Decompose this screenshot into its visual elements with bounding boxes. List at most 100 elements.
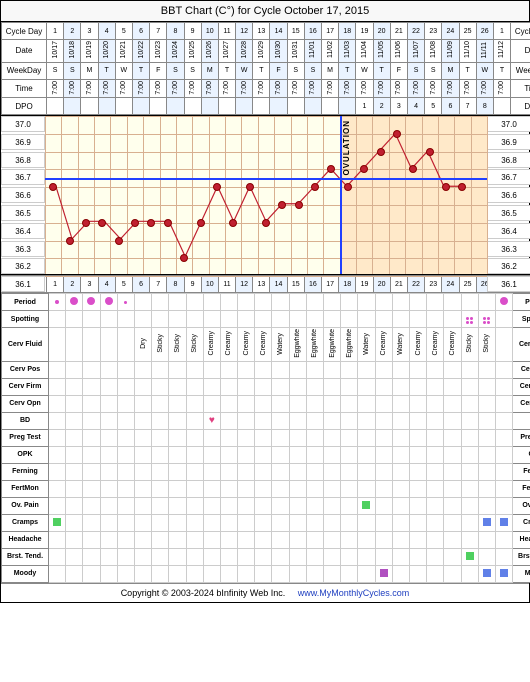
grid-cell: [152, 429, 169, 446]
grid-cell: [272, 361, 289, 378]
hdr-cell: T: [253, 62, 270, 79]
blue-square-icon: [500, 518, 508, 526]
grid-cell: [255, 565, 272, 582]
grid-cell: [66, 294, 83, 311]
site-link[interactable]: www.MyMonthlyCycles.com: [298, 588, 410, 598]
grid-cell: [358, 446, 375, 463]
grid-cell: [289, 429, 306, 446]
hdr-cell: 25: [459, 276, 476, 293]
grid-cell: [358, 378, 375, 395]
time-cell: 7:00: [407, 79, 424, 98]
hdr-cell: 10/21: [115, 40, 132, 63]
grid-cell: [392, 531, 409, 548]
hdr-cell: S: [287, 62, 304, 79]
grid-cell: [478, 294, 495, 311]
grid-cell: [100, 548, 117, 565]
grid-cell: [392, 480, 409, 497]
grid-cell: [186, 446, 203, 463]
grid-cell: [134, 548, 151, 565]
hdr-cell: 11/08: [425, 40, 442, 63]
grid-cell: [392, 446, 409, 463]
temp-point: [66, 237, 74, 245]
hdr-cell: 1: [47, 276, 64, 293]
grid-cell: [324, 361, 341, 378]
grid-cell: [169, 531, 186, 548]
grid-cell: [375, 294, 392, 311]
temp-point: [278, 201, 286, 209]
grid-cell: [306, 497, 323, 514]
grid-cell: [220, 531, 237, 548]
hdr-cell: [253, 98, 270, 115]
temp-point: [426, 148, 434, 156]
hdr-cell: 11: [218, 23, 235, 40]
grid-cell: [358, 311, 375, 328]
grid-cell: [203, 480, 220, 497]
grid-cell: [324, 429, 341, 446]
hdr-cell: T: [459, 62, 476, 79]
grid-cell: [444, 361, 461, 378]
grid-cell: [152, 480, 169, 497]
hdr-cell: 1: [493, 23, 510, 40]
grid-cell: [272, 446, 289, 463]
grid-cell: [100, 395, 117, 412]
grid-cell: [66, 463, 83, 480]
grid-cell: [495, 412, 512, 429]
grid-cell: [341, 446, 358, 463]
row-label-r: Cerv Pos: [513, 361, 530, 378]
hdr-cell: [201, 98, 218, 115]
grid-cell: [83, 497, 100, 514]
grid-cell: [289, 565, 306, 582]
hdr-cell: 11: [218, 276, 235, 293]
grid-cell: [49, 531, 66, 548]
grid-cell: [306, 361, 323, 378]
grid-cell: [49, 361, 66, 378]
grid-cell: [341, 463, 358, 480]
grid-cell: [272, 480, 289, 497]
hdr-cell: 10/22: [132, 40, 149, 63]
grid-cell: [341, 531, 358, 548]
hdr-cell: 17: [322, 23, 339, 40]
hdr-cell: 14: [270, 23, 287, 40]
grid-cell: [495, 429, 512, 446]
grid-cell: [117, 565, 134, 582]
hdr-cell: [304, 98, 321, 115]
hdr-cell: 22: [407, 23, 424, 40]
grid-cell: [478, 548, 495, 565]
hdr-cell: T: [218, 62, 235, 79]
grid-cell: [186, 429, 203, 446]
temp-point: [295, 201, 303, 209]
grid-cell: [444, 395, 461, 412]
grid-cell: [375, 429, 392, 446]
hdr-cell: 5: [115, 23, 132, 40]
grid-cell: [392, 412, 409, 429]
time-cell: 7:00: [390, 79, 407, 98]
temp-point: [458, 183, 466, 191]
time-cell: 7:00: [47, 79, 64, 98]
grid-cell: [427, 548, 444, 565]
grid-cell: [203, 548, 220, 565]
hdr-cell: [81, 98, 98, 115]
hdr-cell: M: [322, 62, 339, 79]
grid-cell: [66, 514, 83, 531]
green-square-icon: [466, 552, 474, 560]
temp-point: [311, 183, 319, 191]
grid-cell: [66, 361, 83, 378]
chart-title: BBT Chart (C°) for Cycle October 17, 201…: [1, 1, 529, 22]
copyright-text: Copyright © 2003-2024 bInfinity Web Inc.: [121, 588, 286, 598]
grid-cell: [134, 378, 151, 395]
row-label-r: BD: [513, 412, 530, 429]
grid-cell: [409, 378, 426, 395]
grid-cell: [427, 378, 444, 395]
grid-cell: [66, 480, 83, 497]
grid-cell: [66, 497, 83, 514]
hdr-cell: 18: [339, 23, 356, 40]
grid-cell: [495, 565, 512, 582]
grid-cell: [49, 311, 66, 328]
grid-cell: [409, 463, 426, 480]
grid-cell: [238, 395, 255, 412]
grid-cell: [444, 294, 461, 311]
grid-cell: [324, 294, 341, 311]
grid-cell: [49, 328, 66, 362]
grid-cell: [83, 412, 100, 429]
grid-cell: [169, 395, 186, 412]
